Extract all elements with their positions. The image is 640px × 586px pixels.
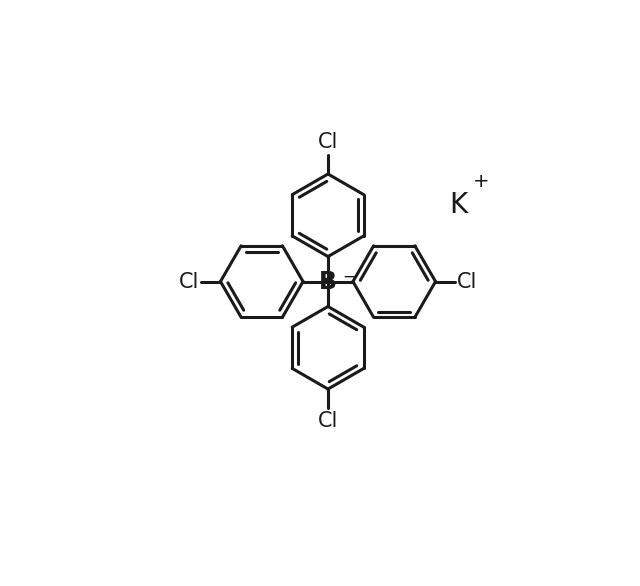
Text: B: B xyxy=(319,270,337,294)
Text: Cl: Cl xyxy=(457,271,477,291)
Text: Cl: Cl xyxy=(318,132,338,152)
Text: −: − xyxy=(342,268,356,286)
Text: K: K xyxy=(449,190,468,219)
Text: Cl: Cl xyxy=(318,411,338,431)
Text: Cl: Cl xyxy=(179,271,199,291)
Text: +: + xyxy=(472,172,489,191)
